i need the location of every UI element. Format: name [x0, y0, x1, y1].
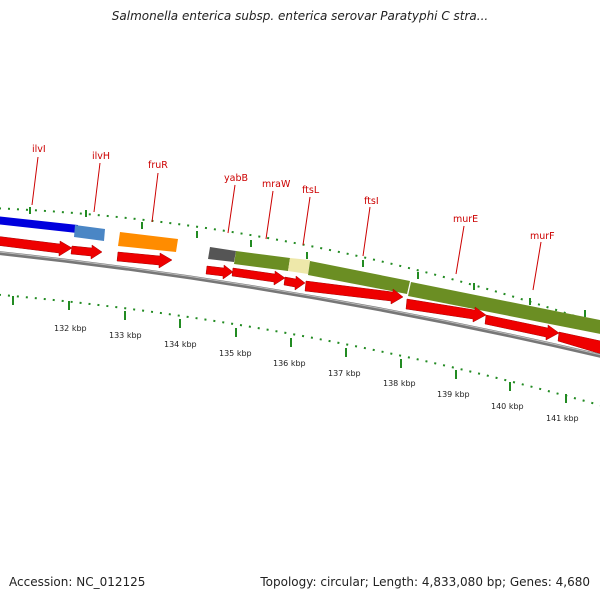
- cds-arrow-4: [205, 264, 234, 280]
- gene-label-ftsI: ftsI: [364, 196, 379, 207]
- feature-fruR-bar: [118, 232, 178, 252]
- genome-backbone: [0, 251, 600, 358]
- gene-label-ilvH: ilvH: [92, 151, 110, 162]
- cds-arrow-5: [231, 267, 286, 286]
- feature-mraW-bar: [234, 251, 290, 271]
- gene-label-murE: murE: [453, 214, 478, 225]
- kbp-label-135: 135 kbp: [219, 349, 252, 358]
- cds-arrow-9: [484, 314, 560, 341]
- feature-track: [0, 216, 600, 334]
- kbp-label-141: 141 kbp: [546, 414, 579, 423]
- cds-arrow-3: [116, 251, 173, 269]
- kbp-label-136: 136 kbp: [273, 359, 306, 368]
- kbp-label-138: 138 kbp: [383, 379, 416, 388]
- cds-arrow-6: [283, 275, 306, 291]
- kbp-label-140: 140 kbp: [491, 402, 524, 411]
- feature-ilvH-bar: [74, 225, 105, 241]
- feature-murE-murF-bar: [408, 282, 600, 334]
- inner-tick-ring: [0, 293, 600, 407]
- kbp-label-133: 133 kbp: [109, 331, 142, 340]
- gene-leader-lines: [31, 156, 542, 291]
- gene-label-ilvI: ilvI: [32, 144, 46, 155]
- genome-summary-text: Topology: circular; Length: 4,833,080 bp…: [260, 575, 590, 589]
- kbp-label-139: 139 kbp: [437, 390, 470, 399]
- gene-label-yabB: yabB: [224, 173, 248, 184]
- gene-label-mraW: mraW: [262, 179, 291, 190]
- feature-ftsL-bar: [288, 258, 310, 274]
- gene-labels: ilvI ilvH fruR yabB mraW ftsL ftsI murE …: [32, 144, 555, 242]
- kbp-label-134: 134 kbp: [164, 340, 197, 349]
- gene-label-fruR: fruR: [148, 160, 168, 171]
- kbp-labels: 132 kbp 133 kbp 134 kbp 135 kbp 136 kbp …: [54, 324, 579, 423]
- cds-arrow-7: [304, 280, 404, 305]
- accession-text: Accession: NC_012125: [9, 575, 146, 589]
- cds-arrow-10: [557, 331, 600, 354]
- feature-ilvI-bar: [0, 216, 78, 233]
- gene-label-ftsL: ftsL: [302, 185, 320, 196]
- kbp-label-137: 137 kbp: [328, 369, 361, 378]
- feature-yabB-bar: [208, 247, 236, 262]
- map-title: Salmonella enterica subsp. enterica sero…: [111, 9, 489, 23]
- kbp-label-132: 132 kbp: [54, 324, 87, 333]
- cds-arrow-1: [0, 236, 73, 257]
- cds-arrow-2: [70, 244, 103, 260]
- outer-tick-ring: [0, 207, 600, 326]
- feature-ftsI-bar: [308, 261, 410, 294]
- cds-arrows: [0, 236, 600, 354]
- gene-label-murF: murF: [530, 231, 555, 242]
- outer-major-ticks: [29, 207, 586, 317]
- cds-arrow-8: [405, 298, 487, 323]
- inner-major-ticks: [12, 296, 567, 403]
